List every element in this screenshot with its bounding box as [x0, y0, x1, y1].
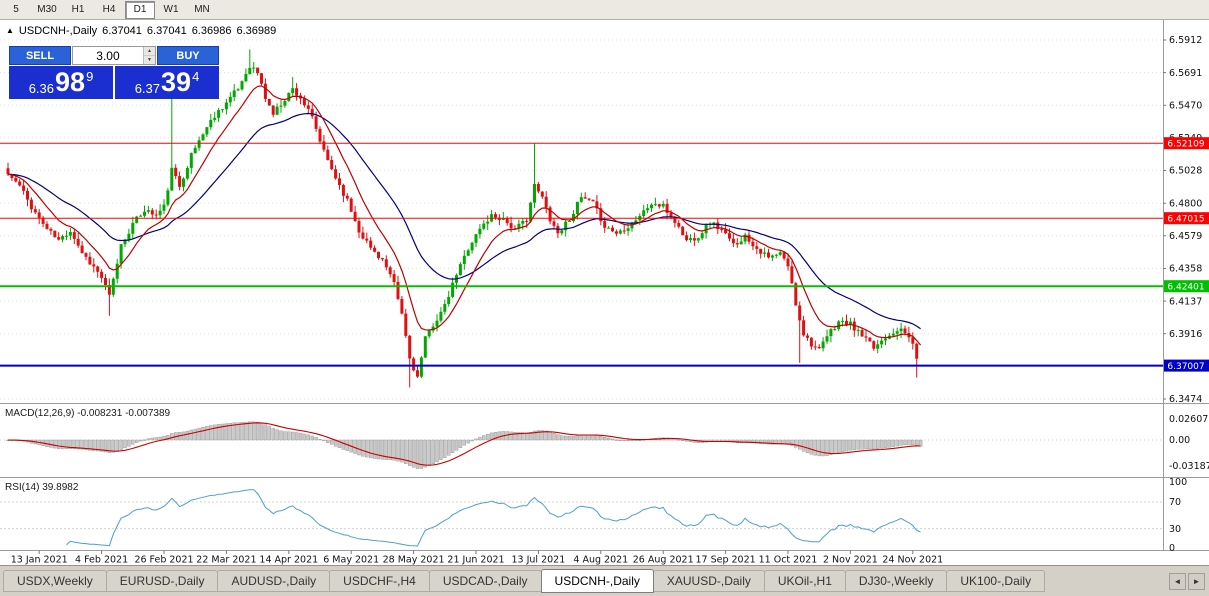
timeframe-button-5[interactable]: 5 — [13, 4, 19, 15]
svg-text:6.47015: 6.47015 — [1167, 215, 1204, 225]
sell-button[interactable]: SELL — [9, 46, 71, 65]
chart-title: USDCNH-,Daily — [18, 25, 98, 37]
chart-area: 6.59126.56916.54706.52496.50286.48006.45… — [0, 20, 1209, 566]
chart-tab-uk100-daily[interactable]: UK100-,Daily — [946, 570, 1046, 592]
svg-text:13 Jul 2021: 13 Jul 2021 — [512, 555, 566, 566]
collapse-icon[interactable]: ▲ — [6, 25, 14, 35]
chart-svg[interactable]: 6.59126.56916.54706.52496.50286.48006.45… — [0, 20, 1209, 566]
svg-text:24 Nov 2021: 24 Nov 2021 — [882, 555, 943, 566]
timeframe-button-d1[interactable]: D1 — [125, 0, 155, 19]
chart-tab-usdchf-h4[interactable]: USDCHF-,H4 — [329, 570, 430, 592]
svg-text:6.4800: 6.4800 — [1169, 198, 1202, 209]
timeframe-button-h4[interactable]: H4 — [102, 4, 116, 15]
ohlc-high: 6.37041 — [146, 25, 187, 37]
ma-slow-line — [7, 112, 921, 330]
buy-button[interactable]: BUY — [157, 46, 219, 65]
buy-price-point: 4 — [192, 69, 200, 84]
sell-price-main: 6.36 — [28, 81, 55, 96]
svg-text:6.3916: 6.3916 — [1169, 329, 1202, 340]
ohlc-close: 6.36989 — [236, 25, 277, 37]
svg-text:0.00: 0.00 — [1169, 435, 1190, 446]
macd-signal-line — [8, 422, 921, 466]
svg-text:0: 0 — [1169, 543, 1175, 554]
svg-text:21 Jun 2021: 21 Jun 2021 — [447, 555, 504, 566]
volume-up-icon[interactable]: ▲ — [143, 47, 155, 56]
svg-text:4 Aug 2021: 4 Aug 2021 — [573, 555, 628, 566]
chart-tab-ukoil-h1[interactable]: UKOil-,H1 — [763, 570, 846, 592]
svg-text:6.3474: 6.3474 — [1169, 394, 1202, 405]
svg-text:13 Jan 2021: 13 Jan 2021 — [11, 555, 68, 566]
chart-tab-usdcad-daily[interactable]: USDCAD-,Daily — [428, 570, 542, 592]
svg-text:0.02607: 0.02607 — [1169, 414, 1208, 425]
ma-fast-line — [7, 85, 922, 346]
svg-text:-0.03187: -0.03187 — [1169, 461, 1209, 472]
svg-text:6.4358: 6.4358 — [1169, 264, 1202, 275]
buy-price-pips: 39 — [161, 67, 192, 97]
volume-input[interactable] — [73, 47, 143, 64]
svg-text:6.42401: 6.42401 — [1167, 283, 1204, 293]
svg-text:11 Oct 2021: 11 Oct 2021 — [759, 555, 818, 566]
svg-text:6.5691: 6.5691 — [1169, 68, 1202, 79]
chart-tabs-bar: USDX,Weekly EURUSD-,Daily AUDUSD-,Daily USD… — [0, 565, 1209, 596]
svg-text:4 Feb 2021: 4 Feb 2021 — [75, 555, 128, 566]
svg-text:22 Mar 2021: 22 Mar 2021 — [196, 555, 256, 566]
svg-text:28 May 2021: 28 May 2021 — [383, 555, 445, 566]
sell-price-point: 9 — [86, 69, 94, 84]
svg-text:17 Sep 2021: 17 Sep 2021 — [695, 555, 755, 566]
rsi-line — [66, 489, 921, 547]
svg-text:6.5912: 6.5912 — [1169, 35, 1202, 46]
chart-tab-audusd-daily[interactable]: AUDUSD-,Daily — [217, 570, 331, 592]
buy-price-main: 6.37 — [134, 81, 161, 96]
macd-indicator-label: MACD(12,26,9) -0.008231 -0.007389 — [5, 408, 171, 419]
volume-stepper: ▲ ▼ — [72, 46, 156, 65]
tabs-scroll-left-icon[interactable]: ◄ — [1169, 572, 1186, 590]
ohlc-open: 6.37041 — [102, 25, 142, 37]
sell-price-display[interactable]: 6.36 98 9 — [9, 66, 113, 99]
timeframe-button-h1[interactable]: H1 — [71, 4, 85, 15]
tabs-scroll-nav: ◄ ► — [1169, 572, 1205, 590]
chart-tab-dj30-weekly[interactable]: DJ30-,Weekly — [844, 570, 948, 592]
svg-text:30: 30 — [1169, 524, 1181, 535]
svg-text:6 May 2021: 6 May 2021 — [323, 555, 379, 566]
chart-tab-eurusd-daily[interactable]: EURUSD-,Daily — [105, 570, 219, 592]
chart-background — [0, 20, 1209, 565]
svg-text:14 Apr 2021: 14 Apr 2021 — [259, 555, 318, 566]
timeframe-button-mn[interactable]: MN — [194, 4, 210, 15]
svg-text:6.4579: 6.4579 — [1169, 231, 1202, 242]
chart-tab-xauusd-daily[interactable]: XAUUSD-,Daily — [652, 570, 765, 592]
chart-tab-usdx-weekly[interactable]: USDX,Weekly — [3, 570, 107, 592]
tabs-scroll-right-icon[interactable]: ► — [1188, 572, 1205, 590]
svg-text:6.37007: 6.37007 — [1167, 362, 1204, 372]
ohlc-low: 6.36986 — [191, 25, 232, 37]
chart-tab-usdcnh-daily[interactable]: USDCNH-,Daily — [540, 569, 654, 593]
svg-text:6.4137: 6.4137 — [1169, 296, 1202, 307]
chart-ohlc-header: ▲ USDCNH-,Daily 6.37041 6.37041 6.36986 … — [6, 25, 276, 37]
svg-text:6.5028: 6.5028 — [1169, 166, 1202, 177]
svg-text:70: 70 — [1169, 497, 1181, 508]
timeframe-toolbar: 5 M30 H1 H4 D1 W1 MN — [0, 0, 1209, 20]
price-chart-canvas[interactable]: 6.59126.56916.54706.52496.50286.48006.45… — [0, 20, 1209, 566]
svg-text:2 Nov 2021: 2 Nov 2021 — [823, 555, 878, 566]
svg-text:6.52109: 6.52109 — [1167, 140, 1204, 150]
svg-text:100: 100 — [1169, 477, 1187, 488]
svg-text:6.5470: 6.5470 — [1169, 101, 1202, 112]
timeframe-button-m30[interactable]: M30 — [37, 4, 57, 15]
candlesticks — [6, 49, 923, 388]
buy-price-display[interactable]: 6.37 39 4 — [115, 66, 219, 99]
svg-text:26 Feb 2021: 26 Feb 2021 — [134, 555, 193, 566]
timeframe-button-w1[interactable]: W1 — [163, 4, 179, 15]
volume-down-icon[interactable]: ▼ — [143, 56, 155, 64]
rsi-indicator-label: RSI(14) 39.8982 — [5, 482, 79, 493]
sell-price-pips: 98 — [55, 67, 86, 97]
svg-text:26 Aug 2021: 26 Aug 2021 — [633, 555, 694, 566]
